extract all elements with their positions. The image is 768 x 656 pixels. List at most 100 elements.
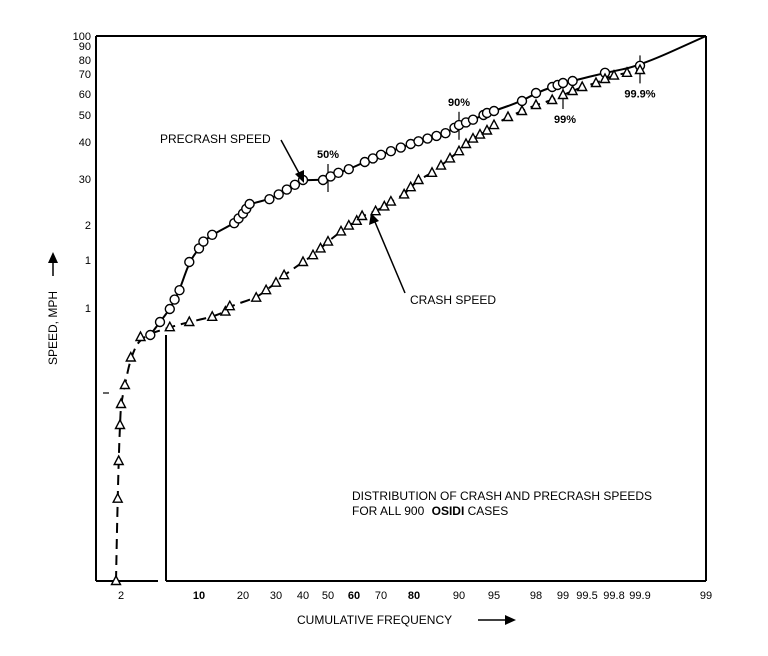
crash-point [412, 173, 425, 185]
crash-point [343, 219, 355, 230]
y-tick-label: 30 [79, 174, 91, 186]
crash-point [322, 235, 334, 246]
crash-point [590, 76, 602, 88]
precrash-point [289, 179, 301, 191]
crash-point [314, 241, 327, 253]
precrash-point [467, 114, 479, 125]
crash-point [110, 574, 122, 586]
data-markers [110, 60, 646, 586]
crash-point [219, 305, 232, 316]
y-tick-label: 1 [85, 255, 91, 267]
x-tick-label: 50 [322, 590, 334, 602]
x-tick-label: 99 [557, 590, 569, 602]
crash-point [335, 224, 347, 236]
precrash-arrowhead [295, 170, 304, 183]
annotation-line-1: DISTRIBUTION OF CRASH AND PRECRASH SPEED… [352, 489, 652, 503]
precrash-series-label: PRECRASH SPEED [160, 132, 271, 146]
crash-point [566, 84, 579, 96]
crash-point [435, 159, 447, 170]
crash-point [453, 144, 465, 156]
crash-point [250, 291, 262, 302]
precrash-point [530, 87, 542, 99]
crash-point [134, 330, 147, 342]
crash-point [119, 378, 131, 390]
crash-point [297, 255, 309, 267]
x-tick-label: 10 [193, 590, 205, 602]
y-axis-title: SPEED, MPH [46, 291, 60, 365]
precrash-point [273, 189, 284, 200]
crash-point [224, 299, 236, 311]
x-tick-label: 98 [530, 590, 542, 602]
crash-point [369, 204, 382, 216]
precrash-curve [149, 35, 707, 336]
x-tick-label: 99 [700, 590, 712, 602]
crash-point [576, 80, 588, 92]
precrash-point [557, 77, 569, 89]
crash-point [356, 209, 368, 221]
x-tick-label: 95 [488, 590, 500, 602]
x-tick-label: 70 [375, 590, 387, 602]
precrash-arrow [280, 139, 301, 176]
crash-point [608, 69, 620, 80]
precrash-point [164, 303, 176, 315]
crash-series-label: CRASH SPEED [410, 293, 496, 307]
precrash-point [440, 127, 451, 139]
percentile-label: 50% [317, 149, 339, 161]
x-tick-label: 90 [453, 590, 465, 602]
precrash-point [145, 329, 156, 341]
crash-point [460, 137, 472, 149]
crash-point [398, 187, 410, 199]
precrash-point [343, 163, 354, 175]
y-tick-label: 90 [79, 41, 91, 53]
y-tick-label: 60 [79, 89, 91, 101]
crash-point [125, 351, 137, 362]
x-tick-label: 99.9 [629, 590, 650, 602]
crash-point [444, 151, 456, 163]
crash-point [426, 166, 438, 178]
precrash-point [567, 75, 578, 87]
crash-point [164, 320, 176, 332]
crash-point [270, 276, 282, 287]
crash-point [183, 315, 195, 327]
crash-point [488, 118, 500, 130]
x-tick-label: 60 [348, 590, 360, 602]
crash-point [481, 124, 493, 135]
crash-point [530, 98, 542, 110]
crash-point [621, 66, 633, 78]
precrash-point [244, 198, 255, 210]
precrash-point [206, 229, 218, 241]
crash-point [115, 397, 127, 409]
crash-point [114, 418, 126, 430]
crash-point [307, 248, 319, 260]
y-tick-label: 70 [79, 69, 91, 81]
y-tick-label: 2 [85, 220, 91, 232]
y-tick-label: 1 [85, 303, 91, 315]
x-tick-label: 99.8 [603, 590, 624, 602]
precrash-point [169, 294, 180, 305]
crash-point [112, 492, 124, 503]
crash-arrowhead [369, 213, 379, 225]
crash-arrow [374, 221, 406, 294]
crash-point [516, 104, 528, 116]
percentile-label: 90% [448, 97, 470, 109]
y-tick-label: 50 [79, 110, 91, 122]
crash-point [206, 310, 218, 321]
crash-point [260, 283, 272, 295]
y-tick-label: 80 [79, 55, 91, 67]
x-axis-title: CUMULATIVE FREQUENCY [297, 613, 452, 627]
x-tick-label: 30 [270, 590, 282, 602]
crash-point [599, 72, 611, 84]
x-tick-labels: 2 10 20 30 40 50 60 70 80 90 95 98 99 99.5 99.8 99.9 99 [118, 590, 712, 602]
y-tick-label: 100 [73, 31, 91, 43]
precrash-point [174, 285, 185, 296]
precrash-point [198, 236, 209, 247]
precrash-point [184, 256, 195, 268]
precrash-point [385, 145, 397, 157]
crash-point [113, 454, 125, 466]
crash-point [634, 63, 646, 75]
percentile-label: 99% [554, 114, 576, 126]
precrash-point [281, 184, 292, 195]
annotation-line-2-suffix: CASES [468, 504, 509, 518]
